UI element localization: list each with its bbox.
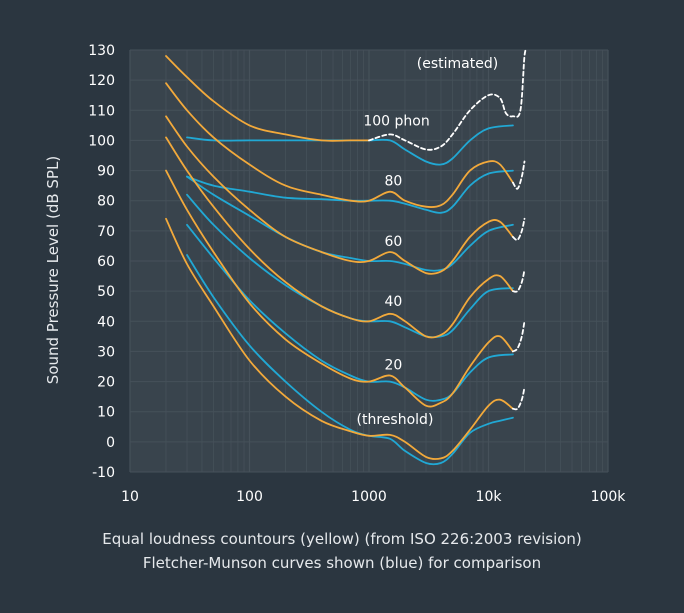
- fletcher-munson-curve-80: [186, 169, 514, 214]
- fletcher-munson-curve-20: [186, 223, 514, 402]
- y-tick-label: 60: [97, 254, 115, 270]
- estimated-curve-60: [512, 217, 526, 241]
- annotations: (estimated) 100 phon 80 60 40 20 (threshold): [357, 56, 499, 428]
- curve-annotation: (threshold): [357, 412, 434, 428]
- y-tick-label: 20: [97, 375, 115, 391]
- y-tick-label: -10: [92, 465, 115, 481]
- iso-curve-100: [165, 55, 370, 142]
- tick-labels: -10 0 10 20 30 40 50 60 70 80 90 100 110 120 130 10 100 1…: [88, 43, 626, 505]
- curve-annotation: 40: [384, 294, 402, 310]
- caption-line-2: Fletcher-Munson curves shown (blue) for …: [142, 554, 542, 572]
- y-tick-label: 50: [97, 284, 115, 300]
- y-tick-label: 110: [88, 103, 115, 119]
- y-axis-label: Sound Pressure Level (dB SPL): [44, 156, 62, 384]
- y-tick-label: 0: [106, 435, 115, 451]
- fletcher-munson-curve-threshold: [186, 254, 514, 466]
- x-tick-label: 100: [236, 489, 263, 505]
- y-tick-label: 10: [97, 405, 115, 421]
- y-tick-label: 70: [97, 224, 115, 240]
- curve-annotation: 20: [384, 358, 402, 374]
- estimated-curve-80: [512, 160, 526, 190]
- x-tick-label: 10: [121, 489, 139, 505]
- iso-curve-threshold: [165, 217, 514, 461]
- iso-curve-20: [165, 169, 514, 408]
- estimated-curve-20: [512, 320, 526, 353]
- y-tick-label: 80: [97, 194, 115, 210]
- estimated-curve-100: [368, 48, 528, 151]
- y-tick-label: 120: [88, 73, 115, 89]
- curve-annotation: 100 phon: [363, 113, 429, 129]
- fletcher-munson-curve-40: [186, 193, 514, 339]
- estimated-curve-40: [512, 269, 526, 293]
- fletcher-munson-curve-60: [186, 175, 514, 272]
- curve-annotation: 60: [384, 234, 402, 250]
- y-tick-label: 40: [97, 314, 115, 330]
- y-tick-label: 30: [97, 344, 115, 360]
- x-tick-label: 1000: [351, 489, 387, 505]
- iso-curve-80: [165, 82, 514, 209]
- fletcher-munson-curve-100: [186, 124, 514, 166]
- caption-line-1: Equal loudness countours (yellow) (from …: [102, 530, 582, 548]
- iso-curve-40: [165, 136, 514, 339]
- curve-annotation: 80: [384, 174, 402, 190]
- y-tick-label: 90: [97, 164, 115, 180]
- x-tick-label: 100k: [591, 489, 627, 505]
- estimated-curve-threshold: [512, 386, 526, 411]
- y-tick-label: 100: [88, 133, 115, 149]
- curve-annotation: (estimated): [417, 56, 498, 72]
- iso-curve-60: [165, 115, 514, 275]
- y-tick-label: 130: [88, 43, 115, 59]
- x-tick-label: 10k: [476, 489, 503, 505]
- curves: [165, 48, 528, 466]
